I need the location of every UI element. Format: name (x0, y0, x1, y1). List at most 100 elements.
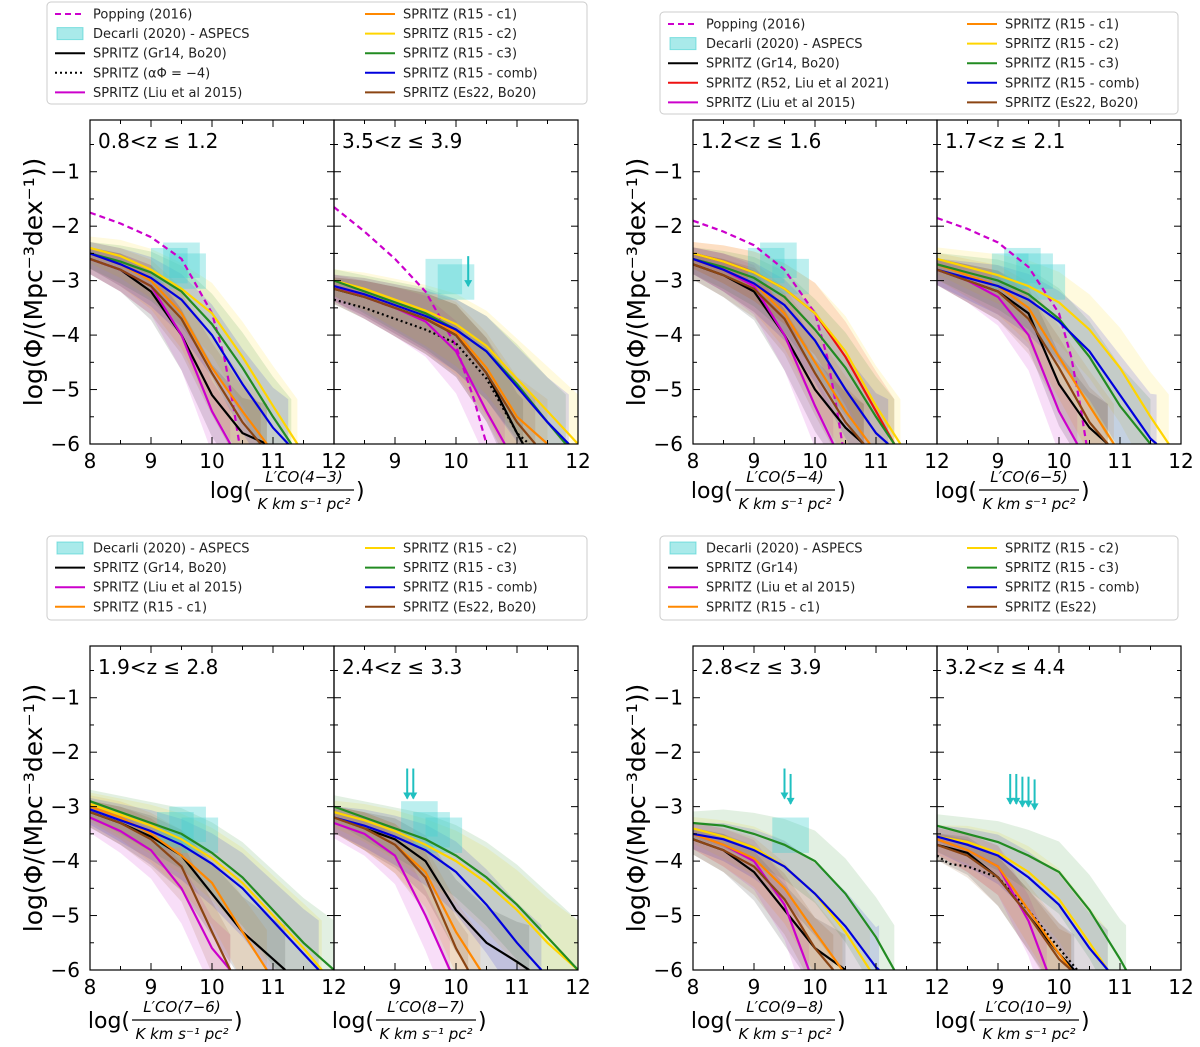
x-tick-label: 10 (199, 975, 224, 999)
legend-label-liu: SPRITZ (Liu et al 2015) (93, 86, 242, 101)
x-axis-label: log(L′CO(8−7) K km s⁻¹ pc²) (332, 998, 487, 1043)
band-c2 (334, 269, 578, 444)
ticks (89, 646, 335, 971)
legend-label-comb: SPRITZ (R15 - comb) (1005, 76, 1140, 91)
series-line-c3 (90, 800, 334, 970)
series-line-c2 (334, 811, 578, 970)
y-tick-label: −1 (654, 686, 683, 710)
series-line-es22 (90, 257, 262, 444)
x-tick-label: 8 (84, 449, 97, 473)
panel-4: 9 10 11 12 1.7<z ≤ 2.1 (936, 119, 1194, 473)
redshift-label: 1.2<z ≤ 1.6 (701, 129, 821, 153)
x-tick-label: 9 (389, 975, 402, 999)
legend-box (659, 535, 1179, 621)
series-line-c3 (693, 821, 896, 970)
band-liu (937, 258, 1078, 444)
series-line-comb (693, 257, 889, 444)
legend-label-comb: SPRITZ (R15 - comb) (403, 581, 538, 596)
y-tick-label: −1 (51, 160, 80, 184)
band-c1 (334, 806, 481, 970)
x-tick-label: 11 (1107, 975, 1132, 999)
series-line-comb (693, 832, 880, 970)
band-liu (90, 806, 231, 970)
series-line-es22 (334, 816, 470, 970)
series-line-comb (90, 252, 290, 444)
upper-limit-arrow (1012, 773, 1021, 805)
x-axis-label-denominator: K km s⁻¹ pc² (983, 1025, 1076, 1043)
series-line-es22 (693, 838, 835, 970)
series-line-comb (90, 808, 320, 970)
band-c1 (90, 241, 267, 444)
x-tick-label: 11 (863, 975, 888, 999)
legend-label-c3: SPRITZ (R15 - c3) (403, 561, 517, 576)
upper-limit-arrow (1006, 773, 1015, 805)
x-axis-label-suffix: ) (234, 1009, 243, 1034)
x-axis-label: log(L′CO(6−5) K km s⁻¹ pc²) (935, 468, 1090, 513)
band-c1 (693, 247, 870, 444)
legend-label-decarli: Decarli (2020) - ASPECS (706, 37, 863, 52)
x-axis-label-prefix: log( (691, 1009, 733, 1034)
series-line-popping (693, 219, 844, 444)
y-tick-label: −3 (654, 795, 683, 819)
x-axis-label-numerator: L′CO(8−7) (387, 998, 464, 1016)
ticks (89, 120, 335, 445)
band-gr14 (334, 277, 524, 444)
y-tick-label: −6 (51, 432, 80, 456)
band-gr14 (937, 258, 1108, 444)
aspecs-box (401, 801, 438, 837)
legend-swatch-decarli (56, 27, 84, 41)
series-line-c3 (90, 252, 293, 444)
series-line-c2 (90, 802, 323, 970)
x-tick-label: 11 (1107, 449, 1132, 473)
legend-label-es22: SPRITZ (Es22, Bo20) (403, 600, 536, 615)
series-line-comb (334, 285, 570, 444)
band-r52 (693, 241, 895, 444)
series-line-c3 (334, 805, 578, 970)
series-line-c1 (693, 832, 844, 970)
x-tick-label: 9 (389, 449, 402, 473)
x-tick-label: 12 (565, 449, 590, 473)
series-line-c3 (937, 263, 1152, 444)
series-line-es22 (334, 287, 537, 444)
x-axis-label-prefix: log( (935, 1009, 977, 1034)
legend-label-c3: SPRITZ (R15 - c3) (1005, 57, 1119, 72)
x-axis-label-prefix: log( (935, 479, 977, 504)
legend-C: Decarli (2020) - ASPECS SPRITZ (Gr14, Bo2… (46, 535, 588, 621)
x-axis-label-denominator: K km s⁻¹ pc² (983, 495, 1076, 513)
x-tick-label: 11 (504, 975, 529, 999)
y-tick-label: −5 (654, 378, 683, 402)
legend-label-gr14: SPRITZ (Gr14, Bo20) (706, 57, 840, 72)
x-axis-label: log(L′CO(9−8) K km s⁻¹ pc²) (691, 998, 846, 1043)
y-tick-label: −5 (654, 904, 683, 928)
legend-label-c1: SPRITZ (R15 - c1) (403, 8, 517, 23)
legend-label-comb: SPRITZ (R15 - comb) (403, 66, 538, 81)
panel-3: 8 9 10 11 12 −1 −2 −3 −4 −5 −6 1.2<z ≤ 1.6 (654, 119, 950, 473)
legend-label-gr14: SPRITZ (Gr14, Bo20) (93, 561, 227, 576)
x-axis-label-prefix: log( (332, 1009, 374, 1034)
y-tick-label: −3 (654, 269, 683, 293)
x-axis-label-suffix: ) (478, 1009, 487, 1034)
x-tick-label: 11 (260, 975, 285, 999)
legend-label-alpha: SPRITZ (αΦ = −4) (93, 66, 210, 81)
redshift-label: 1.7<z ≤ 2.1 (945, 129, 1065, 153)
y-tick-label: −4 (51, 849, 80, 873)
plot-area (90, 789, 334, 970)
ticks (333, 120, 579, 445)
x-tick-label: 10 (1046, 975, 1071, 999)
y-tick-label: −1 (654, 160, 683, 184)
series-line-popping (334, 206, 488, 444)
x-tick-label: 9 (992, 449, 1005, 473)
legend-label-liu: SPRITZ (Liu et al 2015) (706, 96, 855, 111)
upper-limit-arrow (464, 256, 473, 288)
x-axis-label-suffix: ) (1081, 479, 1090, 504)
series-line-comb (937, 835, 1109, 970)
legend-label-c3: SPRITZ (R15 - c3) (403, 47, 517, 62)
x-axis-label-denominator: K km s⁻¹ pc² (739, 1025, 832, 1043)
x-tick-label: 10 (443, 449, 468, 473)
y-tick-label: −2 (51, 740, 80, 764)
band-comb (90, 241, 289, 444)
x-axis-label-denominator: K km s⁻¹ pc² (136, 1025, 229, 1043)
series-line-c2 (90, 246, 299, 444)
series-line-es22 (693, 263, 865, 444)
x-tick-label: 11 (863, 449, 888, 473)
